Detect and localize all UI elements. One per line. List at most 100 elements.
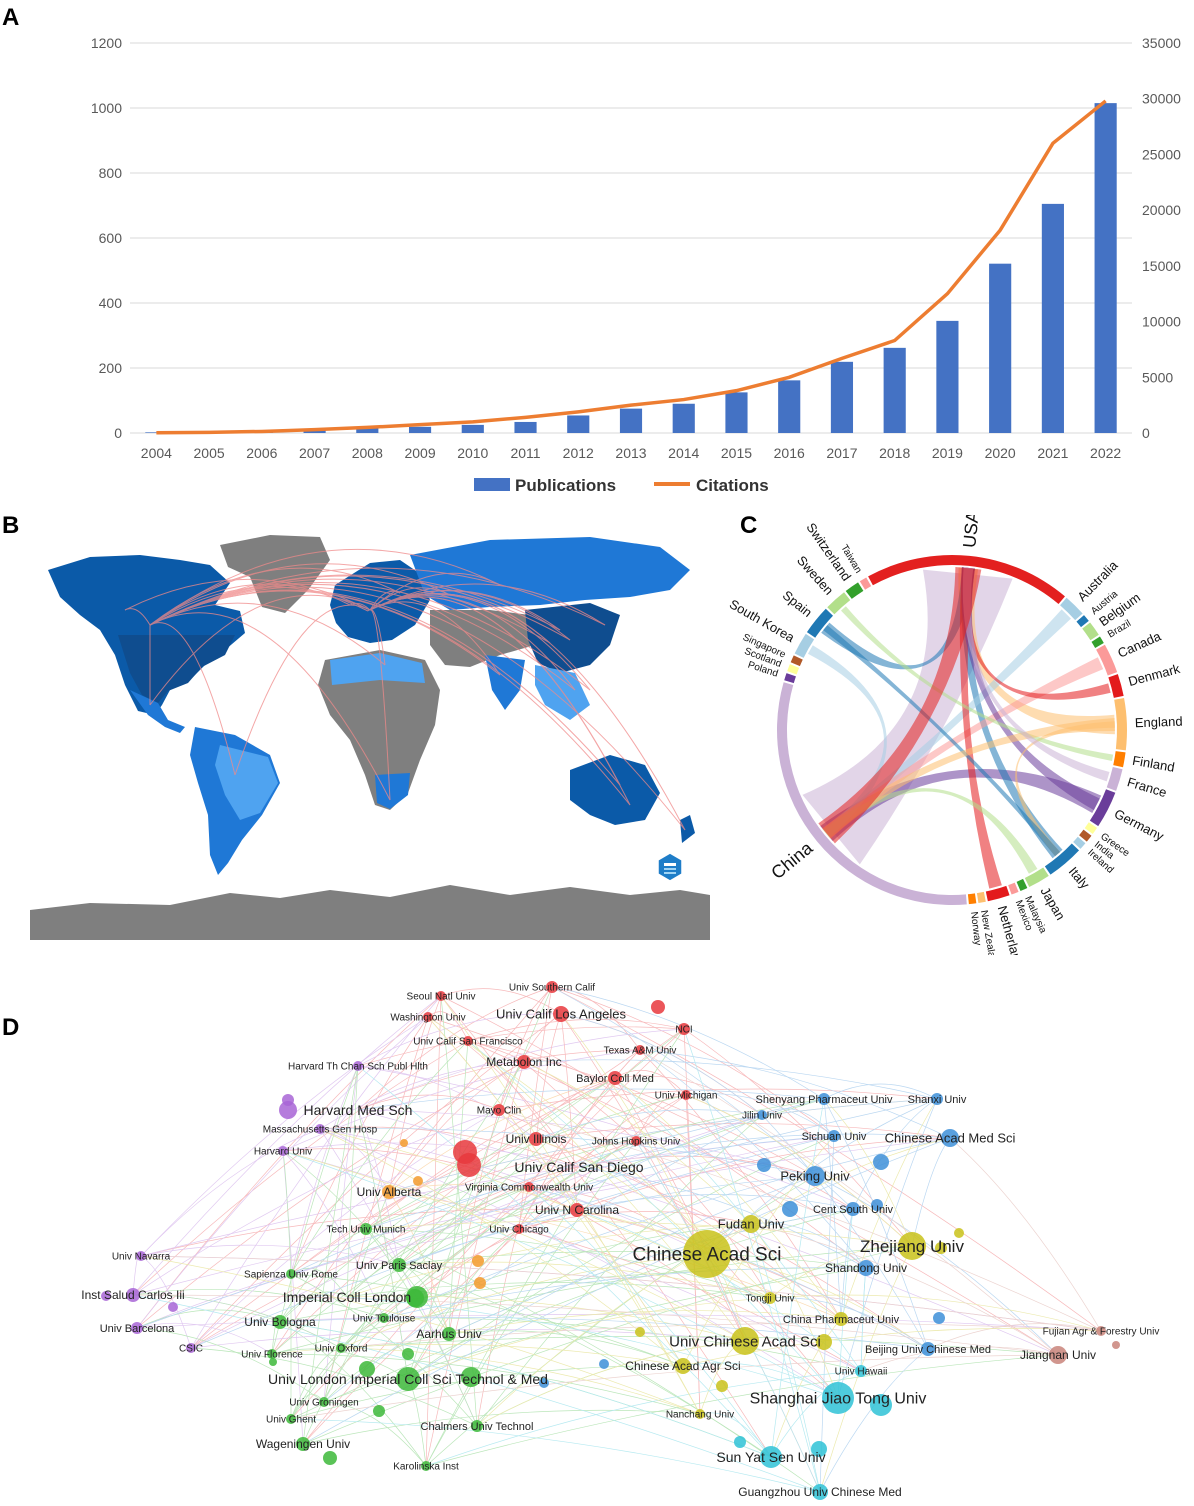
network-edge — [750, 1223, 839, 1399]
network-edge — [282, 1150, 304, 1445]
network-edge — [279, 1077, 616, 1323]
network-edge — [388, 995, 442, 1193]
landmass-antarctica — [30, 885, 710, 940]
network-edge — [837, 1098, 938, 1399]
network-edge — [770, 1098, 825, 1458]
network-edge — [407, 1135, 835, 1380]
network-edge — [323, 1333, 450, 1403]
landmass-mexico — [130, 690, 185, 733]
chord-arc — [1073, 836, 1086, 849]
chord-arc — [845, 582, 864, 599]
network-edge — [290, 1040, 469, 1275]
network-node-label: Univ Groningen — [289, 1398, 358, 1409]
collaboration-link — [149, 622, 236, 776]
network-node — [269, 1358, 277, 1366]
network-edge — [365, 1098, 825, 1230]
institution-network: Univ Southern Calif Seoul Natl Univ Washin… — [81, 981, 1159, 1500]
network-edge — [518, 986, 553, 1230]
chord-ribbons — [802, 567, 1115, 889]
network-node-label: Harvard Med Sch — [304, 1102, 413, 1118]
network-edge — [427, 1016, 854, 1210]
network-edge — [365, 1228, 821, 1493]
network-edge — [448, 1330, 684, 1367]
network-edge — [140, 1135, 835, 1257]
publication-bar — [567, 415, 590, 433]
network-node — [855, 1365, 867, 1377]
network-edge — [407, 1228, 520, 1380]
network-edge — [282, 1150, 839, 1399]
network-edge — [440, 995, 478, 1427]
network-edge — [837, 1208, 854, 1399]
network-node — [296, 1437, 310, 1451]
right-tick-label: 0 — [1142, 425, 1150, 441]
network-edge — [279, 1267, 867, 1323]
network-node-label: Aarhus Univ — [416, 1327, 481, 1341]
chord-arc — [827, 592, 851, 615]
collaboration-link — [149, 583, 576, 691]
landmass-india — [485, 655, 525, 710]
network-edge — [190, 1013, 562, 1349]
network-node-label: Virginia Commonwealth Univ — [465, 1183, 593, 1194]
publication-bar — [1041, 203, 1064, 433]
network-edge — [340, 1335, 1059, 1356]
network-edge — [282, 1148, 530, 1188]
network-edge — [365, 1228, 478, 1427]
network-node-label: Univ Ghent — [266, 1415, 316, 1426]
network-edge — [271, 1344, 684, 1367]
chord-arc — [976, 891, 986, 903]
network-node — [921, 1342, 935, 1356]
network-edge — [357, 1026, 685, 1067]
network-node-label: Univ Florence — [241, 1350, 303, 1361]
network-node — [846, 1202, 860, 1216]
network-edge — [340, 1347, 701, 1415]
network-node-label: Beijing Univ Chinese Med — [865, 1344, 991, 1356]
publications-bars — [145, 103, 1117, 433]
network-edge — [635, 1140, 821, 1493]
network-node — [1112, 1341, 1120, 1349]
network-edge — [840, 1098, 938, 1320]
network-edge — [190, 1077, 616, 1349]
network-node — [514, 1224, 524, 1234]
network-node — [858, 1260, 874, 1276]
x-tick-label: 2014 — [668, 445, 699, 461]
network-node-label: Washington Univ — [390, 1013, 465, 1024]
network-node-label: China Pharmaceut Univ — [783, 1314, 900, 1326]
publication-bar — [1094, 103, 1117, 433]
network-edge — [388, 1191, 450, 1335]
network-edge — [819, 1245, 913, 1493]
network-edge — [340, 1140, 637, 1349]
network-node — [457, 1153, 481, 1177]
network-edge — [132, 1294, 1059, 1356]
chord-arc — [859, 577, 872, 590]
network-node-label: Sapienza Univ Rome — [244, 1270, 338, 1281]
network-node — [870, 1394, 892, 1416]
chord-country-label: USA — [959, 515, 983, 549]
publication-bar — [830, 361, 854, 433]
network-edge — [140, 1255, 1102, 1332]
network-edge — [551, 986, 835, 1137]
network-edge — [614, 1077, 842, 1320]
network-edge — [357, 1028, 685, 1111]
network-edge — [290, 1273, 684, 1367]
network-edge — [290, 1208, 854, 1420]
chord-ribbon — [818, 567, 982, 844]
network-node — [131, 1322, 143, 1334]
network-edge — [476, 1114, 763, 1427]
network-node-label: Univ Barcelona — [100, 1323, 175, 1335]
network-edge — [357, 1065, 537, 1140]
network-edge — [750, 1223, 1059, 1356]
network-node-label: Univ Hawaii — [835, 1367, 888, 1378]
network-node — [168, 1302, 178, 1312]
network-edge — [639, 1049, 1059, 1356]
network-edge — [523, 1061, 752, 1225]
network-edge — [560, 1013, 746, 1342]
chord-arc — [985, 885, 1010, 902]
network-node-label: Texas A&M Univ — [604, 1046, 677, 1057]
network-node — [757, 1158, 771, 1172]
network-edge — [290, 1138, 537, 1275]
chord-arc — [1008, 882, 1019, 895]
network-edge — [323, 1401, 427, 1467]
network-node — [493, 1104, 505, 1116]
network-edge — [683, 1028, 913, 1247]
network-node-label: Univ Chicago — [489, 1225, 549, 1236]
